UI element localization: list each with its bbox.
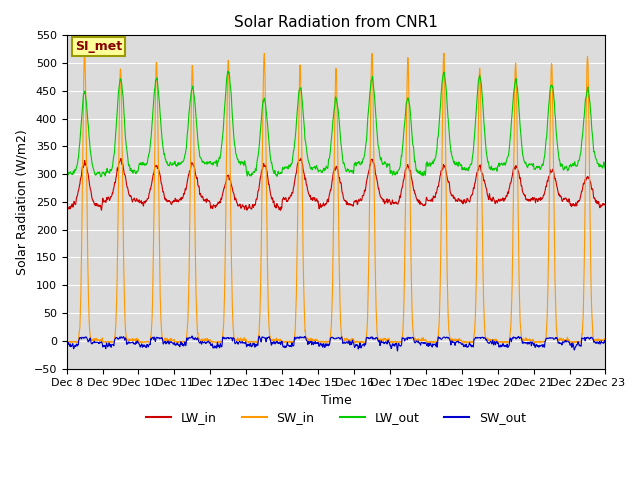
SW_out	[394, 348, 401, 354]
LW_out	[224, 69, 232, 74]
SW_out	[602, 338, 609, 344]
Y-axis label: Solar Radiation (W/m2): Solar Radiation (W/m2)	[15, 129, 28, 275]
LW_in	[316, 202, 324, 208]
SW_out	[316, 342, 324, 348]
LW_out	[97, 174, 105, 180]
LW_in	[457, 198, 465, 204]
Title: Solar Radiation from CNR1: Solar Radiation from CNR1	[234, 15, 438, 30]
SW_in	[463, 340, 471, 346]
SW_out	[188, 333, 196, 339]
Line: SW_in: SW_in	[67, 53, 605, 343]
LW_in	[488, 196, 495, 202]
SW_out	[601, 339, 609, 345]
LW_in	[427, 198, 435, 204]
SW_out	[457, 340, 465, 346]
SW_out	[63, 340, 70, 346]
LW_out	[63, 169, 70, 175]
SW_out	[427, 342, 435, 348]
LW_out	[457, 163, 465, 168]
SW_in	[316, 339, 324, 345]
Line: SW_out: SW_out	[67, 336, 605, 351]
SW_in	[81, 50, 88, 56]
Line: LW_out: LW_out	[67, 72, 605, 177]
LW_in	[159, 189, 167, 195]
SW_out	[488, 340, 495, 346]
X-axis label: Time: Time	[321, 394, 351, 407]
LW_in	[63, 200, 70, 205]
LW_in	[277, 207, 285, 213]
SW_in	[602, 336, 609, 342]
SW_in	[457, 338, 465, 344]
LW_in	[601, 201, 609, 207]
SW_in	[427, 339, 435, 345]
Text: SI_met: SI_met	[75, 40, 122, 53]
LW_out	[316, 168, 324, 173]
SW_in	[601, 337, 609, 343]
Line: LW_in: LW_in	[67, 158, 605, 210]
SW_in	[63, 339, 70, 345]
LW_out	[427, 160, 435, 166]
Legend: LW_in, SW_in, LW_out, SW_out: LW_in, SW_in, LW_out, SW_out	[141, 406, 531, 429]
SW_out	[159, 341, 167, 347]
SW_in	[160, 337, 168, 343]
LW_out	[601, 163, 609, 169]
LW_out	[160, 148, 168, 154]
SW_in	[488, 337, 495, 343]
LW_out	[488, 163, 495, 169]
LW_in	[602, 201, 609, 206]
LW_out	[602, 166, 609, 172]
LW_in	[297, 156, 305, 161]
